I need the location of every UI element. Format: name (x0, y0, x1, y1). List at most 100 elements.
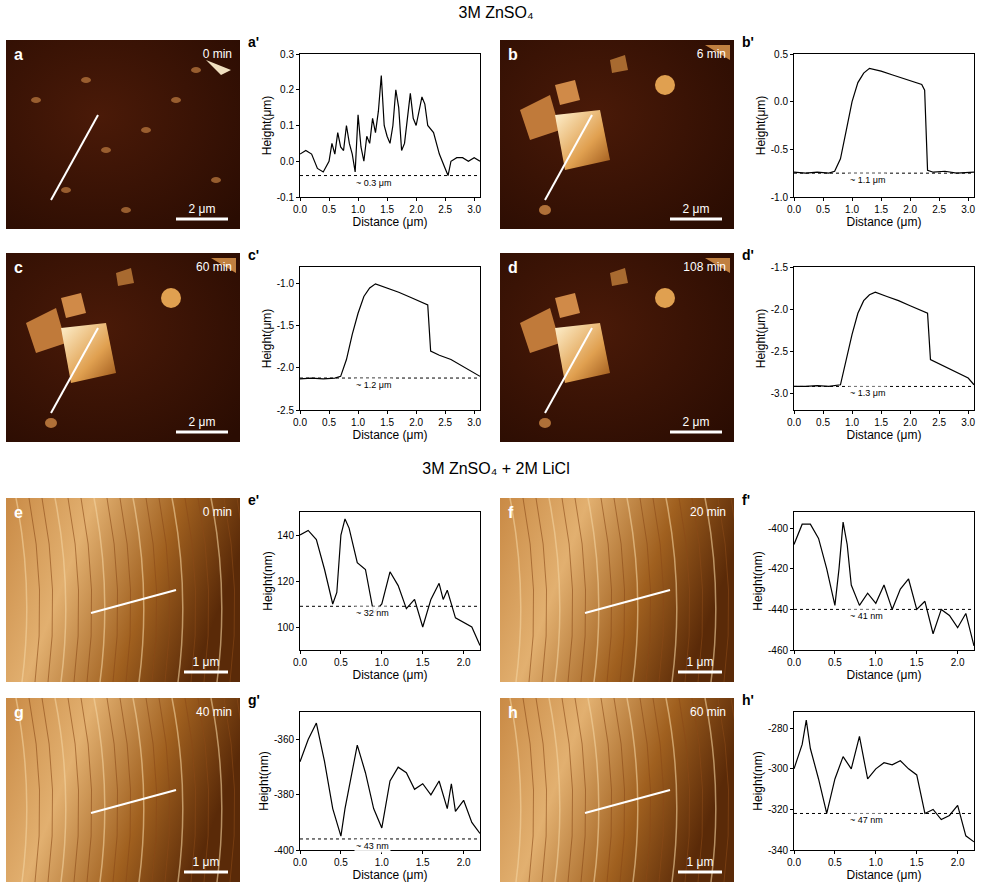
svg-text:Distance (μm): Distance (μm) (847, 668, 922, 682)
svg-text:1.5: 1.5 (380, 204, 394, 215)
svg-text:Distance (μm): Distance (μm) (353, 868, 428, 882)
svg-text:1 μm: 1 μm (687, 855, 714, 869)
svg-text:0.0: 0.0 (774, 96, 788, 107)
svg-text:1.0: 1.0 (845, 204, 859, 215)
svg-text:0 min: 0 min (203, 505, 232, 519)
svg-text:2.0: 2.0 (457, 657, 471, 668)
svg-text:100: 100 (277, 622, 294, 633)
svg-text:-2.0: -2.0 (771, 304, 789, 315)
svg-text:3.0: 3.0 (467, 417, 481, 428)
svg-text:-3.0: -3.0 (771, 388, 789, 399)
svg-text:1.0: 1.0 (869, 857, 883, 868)
svg-text:1.5: 1.5 (380, 417, 394, 428)
svg-text:0.5: 0.5 (828, 857, 842, 868)
svg-text:2.0: 2.0 (903, 204, 917, 215)
svg-text:Height(μm): Height(μm) (260, 309, 274, 369)
svg-text:-0.1: -0.1 (277, 192, 295, 203)
svg-text:2 μm: 2 μm (683, 415, 710, 429)
svg-text:1.5: 1.5 (874, 204, 888, 215)
svg-text:-1.5: -1.5 (277, 320, 295, 331)
svg-text:-2.5: -2.5 (277, 405, 295, 416)
svg-text:0.1: 0.1 (280, 120, 294, 131)
svg-text:2.5: 2.5 (932, 204, 946, 215)
svg-text:2.5: 2.5 (932, 417, 946, 428)
svg-text:0.0: 0.0 (293, 657, 307, 668)
svg-text:2.5: 2.5 (438, 417, 452, 428)
svg-text:-1.0: -1.0 (277, 278, 295, 289)
svg-text:-360: -360 (274, 734, 294, 745)
svg-text:-280: -280 (768, 723, 788, 734)
svg-text:2 μm: 2 μm (189, 202, 216, 216)
svg-text:2.0: 2.0 (903, 417, 917, 428)
svg-text:-320: -320 (768, 804, 788, 815)
svg-text:c: c (14, 259, 23, 276)
svg-text:1.5: 1.5 (416, 857, 430, 868)
svg-text:Distance (μm): Distance (μm) (847, 868, 922, 882)
svg-text:-1.0: -1.0 (771, 192, 789, 203)
svg-text:a: a (14, 46, 23, 63)
svg-text:-420: -420 (768, 563, 788, 574)
svg-text:-300: -300 (768, 763, 788, 774)
svg-text:1.0: 1.0 (375, 657, 389, 668)
svg-text:2.0: 2.0 (951, 657, 965, 668)
svg-text:2 μm: 2 μm (683, 202, 710, 216)
svg-text:1.0: 1.0 (375, 857, 389, 868)
svg-text:0.5: 0.5 (334, 657, 348, 668)
svg-text:-2.0: -2.0 (277, 362, 295, 373)
svg-text:-2.5: -2.5 (771, 346, 789, 357)
svg-text:40 min: 40 min (196, 705, 232, 719)
svg-text:1.0: 1.0 (869, 657, 883, 668)
svg-text:1 μm: 1 μm (193, 655, 220, 669)
svg-text:1.0: 1.0 (845, 417, 859, 428)
svg-text:0.5: 0.5 (334, 857, 348, 868)
svg-text:0.5: 0.5 (322, 204, 336, 215)
svg-text:60 min: 60 min (690, 705, 726, 719)
svg-text:2.0: 2.0 (951, 857, 965, 868)
svg-text:140: 140 (277, 530, 294, 541)
svg-text:0.0: 0.0 (293, 417, 307, 428)
svg-text:1 μm: 1 μm (193, 855, 220, 869)
svg-text:Height(μm): Height(μm) (754, 309, 768, 369)
svg-text:2 μm: 2 μm (189, 415, 216, 429)
svg-text:~ 32 nm: ~ 32 nm (356, 608, 389, 618)
svg-text:~ 0.3 μm: ~ 0.3 μm (356, 178, 391, 188)
svg-text:f: f (508, 504, 514, 521)
svg-text:0.0: 0.0 (787, 857, 801, 868)
svg-text:Height(nm): Height(nm) (261, 551, 275, 610)
svg-text:2.0: 2.0 (409, 417, 423, 428)
svg-text:0 min: 0 min (203, 47, 232, 61)
svg-text:1.0: 1.0 (351, 204, 365, 215)
svg-text:-380: -380 (274, 789, 294, 800)
svg-text:120: 120 (277, 576, 294, 587)
svg-text:20 min: 20 min (690, 505, 726, 519)
svg-text:60 min: 60 min (196, 260, 232, 274)
svg-text:Distance (μm): Distance (μm) (847, 428, 922, 442)
svg-text:2.0: 2.0 (457, 857, 471, 868)
svg-text:-0.5: -0.5 (771, 144, 789, 155)
svg-text:Distance (μm): Distance (μm) (847, 215, 922, 229)
svg-text:0.5: 0.5 (816, 417, 830, 428)
svg-text:-460: -460 (768, 645, 788, 656)
svg-text:Distance (μm): Distance (μm) (353, 428, 428, 442)
svg-text:1.5: 1.5 (910, 657, 924, 668)
svg-text:-400: -400 (768, 523, 788, 534)
svg-text:1.0: 1.0 (351, 417, 365, 428)
svg-text:d: d (508, 259, 518, 276)
svg-text:3.0: 3.0 (467, 204, 481, 215)
svg-text:Height(nm): Height(nm) (751, 551, 765, 610)
svg-text:0.0: 0.0 (293, 857, 307, 868)
svg-text:0.0: 0.0 (787, 204, 801, 215)
svg-text:Distance (μm): Distance (μm) (353, 215, 428, 229)
svg-text:0.2: 0.2 (280, 84, 294, 95)
svg-text:0.3: 0.3 (280, 49, 294, 60)
svg-text:1.5: 1.5 (910, 857, 924, 868)
svg-text:g: g (14, 704, 24, 721)
svg-text:0.0: 0.0 (280, 156, 294, 167)
svg-text:-340: -340 (768, 845, 788, 856)
svg-text:-1.5: -1.5 (771, 262, 789, 273)
svg-text:~ 47 nm: ~ 47 nm (850, 815, 883, 825)
svg-text:~ 1.2 μm: ~ 1.2 μm (356, 380, 391, 390)
svg-text:-400: -400 (274, 845, 294, 856)
svg-text:108 min: 108 min (683, 260, 726, 274)
svg-text:~ 41 nm: ~ 41 nm (850, 611, 883, 621)
